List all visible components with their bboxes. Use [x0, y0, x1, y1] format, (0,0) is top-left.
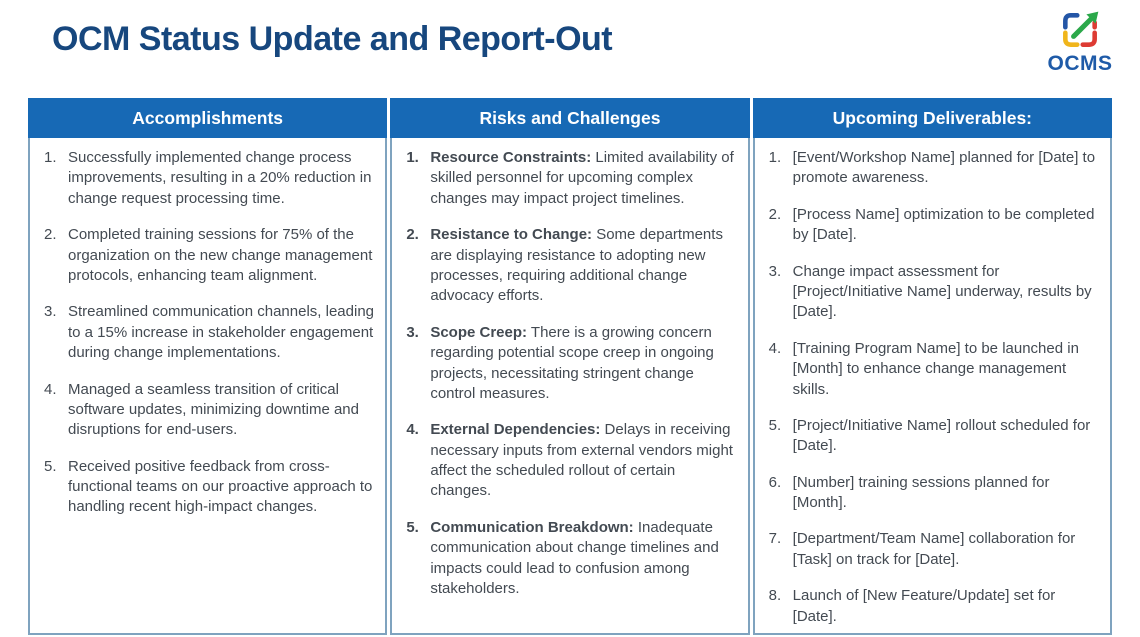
item-text: Launch of [New Feature/Update] set for [… — [792, 587, 1056, 625]
item-number: 5. — [768, 416, 782, 434]
item-number: 4. — [768, 339, 782, 357]
item-text: [Project/Initiative Name] rollout schedu… — [792, 416, 1091, 455]
column-body-risks: 1. Resource Constraints: Limited availab… — [390, 138, 750, 636]
item-text: Successfully implemented change process … — [68, 149, 372, 207]
item-text: Completed training sessions for 75% of t… — [68, 226, 373, 284]
item-text: Change impact assessment for [Project/In… — [792, 262, 1092, 321]
list-item: 4. External Dependencies: Delays in rece… — [400, 420, 741, 502]
item-number: 1. — [406, 149, 419, 166]
list-item: 5. Communication Breakdown: Inadequate c… — [400, 518, 741, 600]
item-text: [Training Program Name] to be launched i… — [792, 339, 1079, 398]
item-text: Scope Creep: There is a growing concern … — [430, 323, 714, 402]
item-number: 2. — [406, 226, 419, 244]
list-item: 3. Streamlined communication channels, l… — [38, 302, 379, 363]
list-item: 1. Resource Constraints: Limited availab… — [400, 148, 741, 209]
item-number: 3. — [406, 323, 419, 341]
item-text: [Number] training sessions planned for [… — [792, 473, 1050, 512]
item-number: 2. — [768, 205, 782, 223]
item-number: 1. — [768, 149, 782, 166]
list-item: 5. [Project/Initiative Name] rollout sch… — [763, 416, 1104, 457]
ocms-logo: OCMS — [1044, 8, 1116, 76]
item-number: 8. — [768, 587, 782, 605]
list-item: 2. Resistance to Change: Some department… — [400, 225, 741, 307]
list-item: 3. Change impact assessment for [Project… — [763, 262, 1104, 323]
column-body-deliverables: 1. [Event/Workshop Name] planned for [Da… — [752, 138, 1112, 636]
item-number: 5. — [406, 518, 419, 536]
column-risks-and-challenges: Risks and Challenges 1. Resource Constra… — [390, 98, 750, 636]
list-item: 4. Managed a seamless transition of crit… — [38, 380, 379, 441]
item-number: 7. — [768, 530, 782, 548]
list-item: 1. Successfully implemented change proce… — [38, 148, 379, 209]
item-text: [Process Name] optimization to be comple… — [792, 205, 1095, 244]
item-number: 4. — [406, 421, 419, 439]
ocms-logo-icon — [1044, 8, 1116, 52]
item-text: [Event/Workshop Name] planned for [Date]… — [792, 149, 1096, 187]
list-item: 2. [Process Name] optimization to be com… — [763, 205, 1104, 246]
item-number: 5. — [44, 457, 57, 475]
list-item: 8. Launch of [New Feature/Update] set fo… — [763, 586, 1104, 627]
item-text: Streamlined communication channels, lead… — [68, 303, 375, 362]
item-text: External Dependencies: Delays in receivi… — [430, 421, 733, 500]
item-number: 3. — [768, 262, 782, 280]
item-text: Managed a seamless transition of critica… — [68, 380, 359, 439]
item-text: Communication Breakdown: Inadequate comm… — [430, 518, 719, 598]
column-body-accomplishments: 1. Successfully implemented change proce… — [28, 138, 388, 636]
list-item: 3. Scope Creep: There is a growing conce… — [400, 323, 741, 405]
column-header-risks: Risks and Challenges — [390, 98, 750, 138]
list-item: 4. [Training Program Name] to be launche… — [763, 339, 1104, 400]
item-number: 4. — [44, 380, 57, 398]
item-number: 2. — [44, 226, 57, 244]
list-item: 7. [Department/Team Name] collaboration … — [763, 529, 1104, 570]
item-number: 6. — [768, 473, 782, 491]
column-accomplishments: Accomplishments 1. Successfully implemen… — [28, 98, 388, 636]
column-header-deliverables: Upcoming Deliverables: — [752, 98, 1112, 138]
list-item: 1. [Event/Workshop Name] planned for [Da… — [763, 148, 1104, 189]
item-text: [Department/Team Name] collaboration for… — [792, 530, 1076, 568]
item-number: 1. — [44, 149, 57, 166]
list-item: 6. [Number] training sessions planned fo… — [763, 473, 1104, 514]
list-item: 5. Received positive feedback from cross… — [38, 457, 379, 518]
status-table: Accomplishments 1. Successfully implemen… — [28, 98, 1112, 636]
item-text: Received positive feedback from cross-fu… — [68, 457, 373, 516]
list-item: 2. Completed training sessions for 75% o… — [38, 225, 379, 286]
column-upcoming-deliverables: Upcoming Deliverables: 1. [Event/Worksho… — [752, 98, 1112, 636]
item-text: Resource Constraints: Limited availabili… — [430, 149, 734, 207]
ocms-logo-text: OCMS — [1047, 52, 1113, 75]
page-title: OCM Status Update and Report-Out — [52, 20, 613, 58]
item-number: 3. — [44, 303, 57, 321]
column-header-accomplishments: Accomplishments — [28, 98, 388, 138]
item-text: Resistance to Change: Some departments a… — [430, 226, 723, 305]
